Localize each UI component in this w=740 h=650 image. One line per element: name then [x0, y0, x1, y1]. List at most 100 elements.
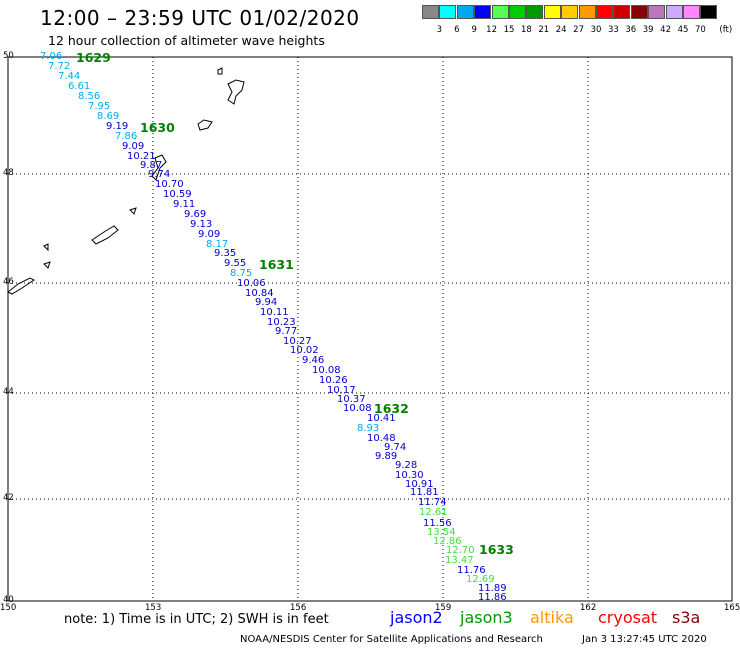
wave-height-label: 10.48: [367, 433, 396, 444]
mission-label-s3a: s3a: [672, 608, 701, 627]
colorbar-swatch: [439, 5, 457, 19]
wave-height-label: 9.87: [140, 160, 163, 171]
wave-height-label: 7.44: [58, 71, 81, 82]
wave-height-label: 9.28: [395, 460, 418, 471]
wave-height-label: 8.17: [206, 239, 229, 250]
coastline: [197, 119, 213, 131]
coastline: [151, 154, 167, 181]
latitude-label: 40: [3, 595, 14, 605]
wave-height-label: 10.30: [395, 470, 424, 481]
coastline: [7, 277, 35, 295]
colorbar-tick-label: 33: [607, 25, 619, 35]
colorbar-swatch: [543, 5, 561, 19]
wave-height-label: 10.02: [290, 345, 319, 356]
colorbar-tick-label: 27: [573, 25, 584, 35]
wave-height-label: 8.75: [230, 268, 253, 279]
latitude-label: 46: [3, 277, 14, 287]
latitude-label: 48: [3, 168, 14, 178]
coastline: [129, 207, 137, 215]
orbit-number-label: 1631: [259, 257, 294, 272]
colorbar-swatch: [683, 5, 700, 19]
longitude-label: 165: [724, 603, 740, 613]
wave-height-label: 10.23: [267, 317, 296, 328]
orbit-number-label: 1632: [374, 401, 409, 416]
wave-height-label: 11.74: [418, 497, 447, 508]
wave-height-label: 9.69: [184, 209, 207, 220]
wave-height-label: 7.86: [115, 131, 138, 142]
wave-height-label: 9.46: [302, 355, 325, 366]
longitude-label: 153: [145, 603, 162, 613]
mission-label-cryosat: cryosat: [598, 608, 658, 627]
colorbar-tick-label: 3: [436, 25, 443, 35]
wave-height-label: 9.11: [173, 199, 196, 210]
wave-height-label: 11.56: [423, 518, 452, 529]
coastline: [43, 261, 51, 269]
colorbar-swatch: [561, 5, 579, 19]
colorbar-tick-label: 21: [538, 25, 550, 35]
colorbar-swatch: [596, 5, 613, 19]
colorbar-tick-label: 36: [625, 25, 637, 35]
colorbar-tick-label: 45: [677, 25, 689, 35]
wave-height-label: 10.17: [327, 385, 356, 396]
wave-height-label: 9.13: [190, 219, 213, 230]
colorbar-swatch: [578, 5, 596, 19]
wave-height-label: 9.89: [375, 451, 398, 462]
latitude-label: 44: [3, 387, 14, 397]
wave-height-label: 12.61: [419, 507, 448, 518]
orbit-number-label: 1629: [76, 50, 111, 65]
wave-height-label: 12.70: [446, 545, 475, 556]
colorbar-swatch: [613, 5, 631, 19]
colorbar-swatch: [474, 5, 492, 19]
colorbar-tick-label: 9: [471, 25, 477, 35]
colorbar-tick-label: 6: [454, 25, 460, 35]
wave-height-label: 13.47: [445, 555, 474, 566]
longitude-label: 150: [0, 603, 17, 613]
wave-height-label: 7.06: [40, 51, 63, 62]
latitude-label: 50: [3, 51, 14, 61]
wave-height-label: 8.56: [78, 91, 101, 102]
wave-height-label: 9.09: [122, 141, 145, 152]
latitude-label: 42: [3, 493, 14, 503]
colorbar-tick-label: 42: [660, 25, 671, 35]
colorbar-swatch: [700, 5, 718, 19]
footer-note: note: 1) Time is in UTC; 2) SWH is in fe…: [64, 612, 329, 627]
colorbar-swatch: [456, 5, 474, 19]
orbit-number-label: 1633: [479, 542, 514, 557]
wave-height-label: 9.19: [106, 121, 129, 132]
colorbar-swatch: [422, 5, 439, 19]
wave-height-label: 8.69: [97, 111, 120, 122]
colorbar-tick-label: 39: [642, 25, 654, 35]
colorbar-swatch: [648, 5, 666, 19]
colorbar-swatch: [526, 5, 544, 19]
longitude-label: 159: [435, 603, 452, 613]
wave-height-label: 11.76: [457, 565, 486, 576]
wave-height-label: 13.54: [427, 527, 456, 538]
coastline: [43, 243, 49, 252]
wave-height-label: 6.61: [68, 81, 91, 92]
colorbar-tick-label: 70: [694, 25, 706, 35]
wave-height-label: 7.95: [88, 101, 111, 112]
wave-height-label: 10.27: [283, 336, 312, 347]
credit-line: NOAA/NESDIS Center for Satellite Applica…: [240, 634, 543, 645]
wave-height-label: 9.09: [198, 229, 221, 240]
wave-height-label: 11.89: [478, 583, 507, 594]
longitude-label: 162: [580, 603, 597, 613]
wave-height-label: 10.41: [367, 413, 396, 424]
wave-height-label: 10.91: [405, 479, 434, 490]
map-title: 12:00 – 23:59 UTC 01/02/2020: [40, 6, 360, 30]
coastline: [217, 67, 223, 75]
wave-height-label: 9.77: [275, 326, 298, 337]
wave-height-label: 10.06: [237, 278, 266, 289]
wave-height-label: 9.35: [214, 248, 237, 259]
colorbar-tick-label: 30: [590, 25, 602, 35]
map-subtitle: 12 hour collection of altimeter wave hei…: [48, 33, 325, 48]
wave-height-label: 9.55: [224, 258, 247, 269]
wave-height-label: 9.74: [148, 169, 171, 180]
wave-height-label: 9.94: [255, 297, 278, 308]
wave-height-label: 10.26: [319, 375, 348, 386]
colorbar-unit: (ft): [719, 25, 733, 35]
coastline: [227, 79, 245, 105]
colorbar-tick-label: 15: [503, 25, 515, 35]
wave-height-label: 12.69: [466, 574, 495, 585]
wave-height-label: 8.93: [357, 423, 380, 434]
